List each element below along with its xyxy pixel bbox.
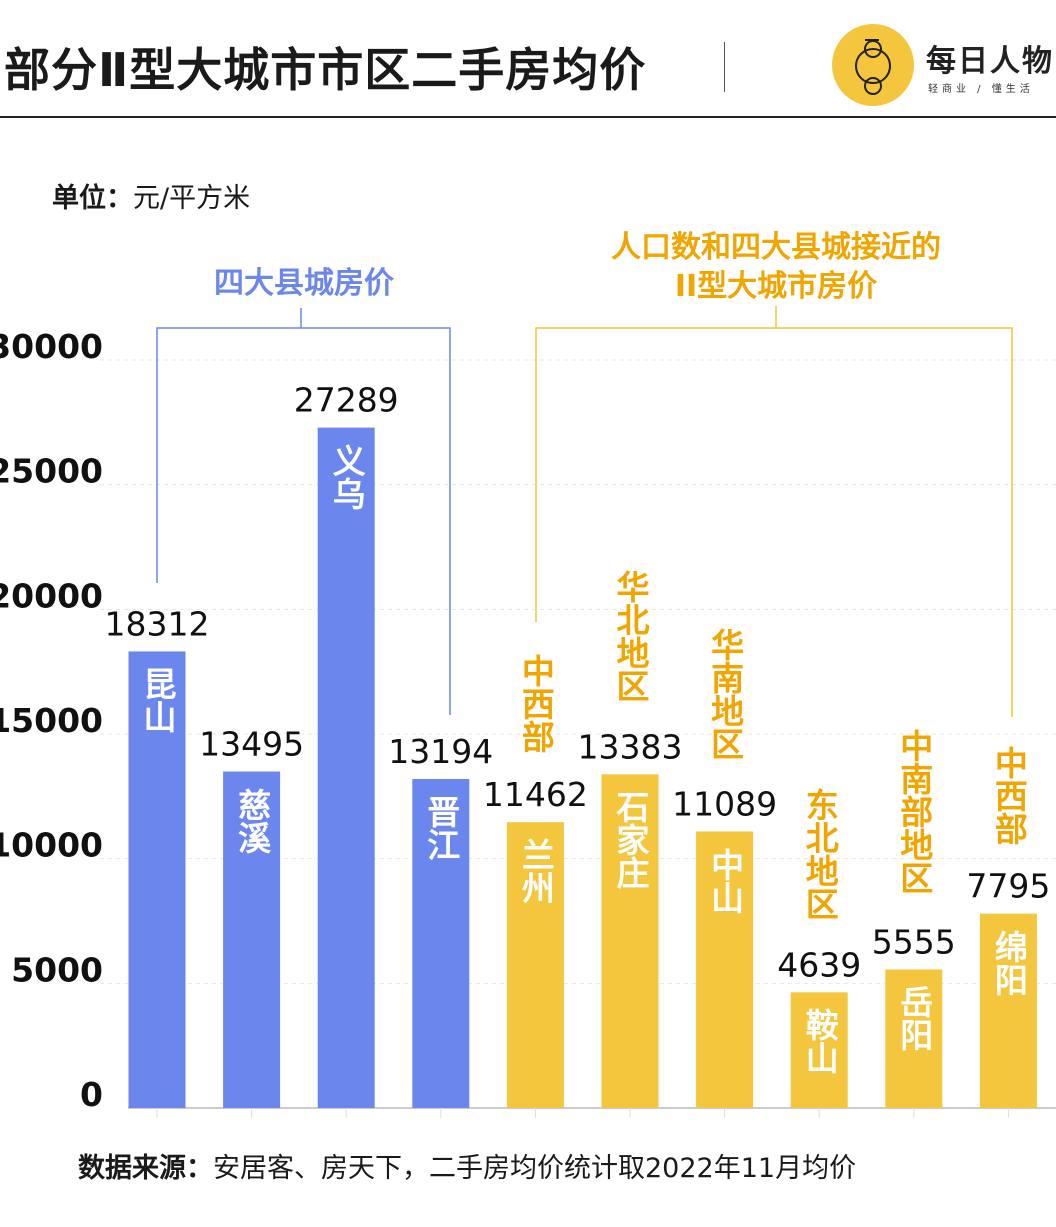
group-label-yellow-line1: 人口数和四大县城接近的 (611, 230, 941, 265)
group-brackets: 四大县城房价 人口数和四大县城接近的 II型大城市房价 (156, 230, 1013, 717)
unit-label-prefix: 单位： (52, 183, 133, 214)
bars (128, 427, 1037, 1109)
data-label: 7795 (966, 867, 1050, 906)
y-tick-label: 5000 (11, 950, 103, 989)
bar-绵阳 (979, 913, 1037, 1108)
group-label-blue: 四大县城房价 (214, 266, 394, 301)
source-label: 数据来源： (78, 1153, 213, 1184)
y-axis-ticks: 0 5000 10000 15000 20000 25000 30000 (0, 327, 103, 1114)
logo-name: 每日人物 (926, 44, 1054, 79)
y-tick-label: 10000 (0, 826, 103, 865)
y-tick-label: 20000 (0, 576, 103, 615)
category-label: 昆山 (138, 667, 177, 734)
bar-岳阳 (885, 969, 943, 1108)
header-rule (0, 116, 1056, 118)
bracket-yellow (535, 327, 1013, 717)
data-label: 4639 (777, 945, 861, 984)
bracket-blue (156, 327, 451, 715)
data-label: 5555 (872, 922, 956, 961)
category-label: 岳阳 (894, 985, 934, 1052)
region-label: 中南部地区 (894, 729, 934, 895)
y-tick-label: 0 (80, 1075, 103, 1114)
data-label: 13194 (388, 732, 493, 771)
data-label: 13383 (578, 727, 683, 766)
data-label: 27289 (294, 381, 399, 420)
y-tick-label: 30000 (0, 327, 103, 366)
logo-icon (832, 24, 914, 106)
page-title: 部分Ⅱ型大城市市区二手房均价 (4, 43, 647, 97)
bar-鞍山 (790, 992, 848, 1108)
region-label: 中西部 (989, 745, 1029, 845)
category-label: 中山 (705, 847, 745, 914)
data-label: 11462 (483, 775, 588, 814)
bar-慈溪 (223, 771, 281, 1108)
group-label-yellow-line2: II型大城市房价 (675, 269, 877, 304)
data-label: 11089 (672, 785, 777, 824)
y-tick-label: 25000 (0, 452, 103, 491)
bar-义乌 (317, 427, 375, 1109)
source-text: 安居客、房天下，二手房均价统计取2022年11月均价 (213, 1153, 857, 1184)
source-note: 数据来源：安居客、房天下，二手房均价统计取2022年11月均价 (78, 1146, 856, 1185)
category-label: 石家庄 (611, 790, 650, 890)
category-label: 绵阳 (989, 929, 1029, 996)
bar-晋江 (412, 779, 470, 1108)
category-label: 兰州 (516, 838, 556, 905)
unit-label: 单位：元/平方米 (52, 176, 250, 215)
bar-中山 (696, 831, 754, 1108)
category-label: 晋江 (421, 795, 461, 862)
y-tick-label: 15000 (0, 701, 103, 740)
region-label: 中西部 (516, 654, 556, 754)
bar-石家庄 (601, 774, 659, 1108)
unit-value: 元/平方米 (133, 183, 251, 214)
header-divider (724, 42, 725, 92)
labels: 18312 13495 27289 13194 11462 13383 11089 4639 5… (105, 381, 1051, 985)
bar-昆山 (128, 651, 186, 1108)
category-label: 义乌 (327, 443, 367, 510)
category-label: 慈溪 (232, 787, 272, 854)
region-label: 华南地区 (705, 627, 745, 760)
region-label: 东北地区 (800, 788, 840, 921)
data-label: 13495 (199, 725, 304, 764)
category-label: 鞍山 (800, 1008, 840, 1075)
data-label: 18312 (105, 604, 210, 643)
logo-slogan: 轻商业 / 懂生活 (928, 84, 1034, 95)
bar-兰州 (506, 822, 564, 1108)
region-label: 华北地区 (611, 570, 650, 703)
